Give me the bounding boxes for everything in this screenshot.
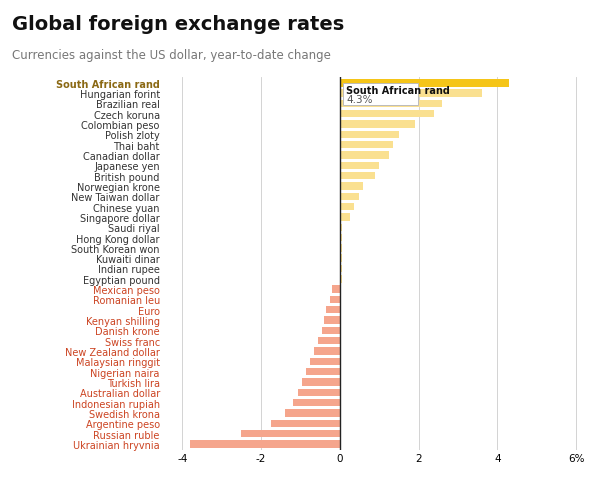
- Bar: [340, 275, 342, 283]
- Bar: [340, 173, 375, 180]
- Bar: [340, 152, 389, 159]
- Bar: [340, 183, 364, 190]
- Bar: [340, 90, 482, 98]
- Bar: [285, 409, 340, 417]
- Bar: [340, 265, 342, 272]
- Bar: [332, 286, 340, 293]
- Bar: [299, 389, 340, 396]
- Bar: [340, 244, 342, 252]
- Bar: [340, 142, 393, 149]
- Bar: [340, 131, 399, 139]
- Bar: [340, 224, 342, 231]
- Bar: [340, 162, 379, 170]
- FancyBboxPatch shape: [343, 84, 418, 106]
- Bar: [340, 234, 342, 242]
- Bar: [241, 430, 340, 438]
- Bar: [324, 317, 340, 324]
- Bar: [271, 420, 340, 427]
- Bar: [318, 337, 340, 345]
- Bar: [340, 111, 434, 118]
- Bar: [340, 255, 342, 262]
- Bar: [310, 358, 340, 365]
- Text: Global foreign exchange rates: Global foreign exchange rates: [12, 15, 344, 33]
- Bar: [340, 193, 359, 200]
- Bar: [190, 440, 340, 448]
- Text: Currencies against the US dollar, year-to-date change: Currencies against the US dollar, year-t…: [12, 48, 331, 61]
- Text: South African rand: South African rand: [346, 86, 450, 96]
- Bar: [293, 399, 340, 407]
- Bar: [326, 306, 340, 314]
- Bar: [322, 327, 340, 334]
- Bar: [340, 214, 350, 221]
- Bar: [302, 378, 340, 386]
- Bar: [306, 368, 340, 376]
- Text: 4.3%: 4.3%: [346, 95, 373, 105]
- Bar: [340, 203, 353, 211]
- Bar: [340, 80, 509, 87]
- Bar: [340, 121, 415, 129]
- Bar: [340, 101, 442, 108]
- Bar: [314, 348, 340, 355]
- Bar: [330, 296, 340, 303]
